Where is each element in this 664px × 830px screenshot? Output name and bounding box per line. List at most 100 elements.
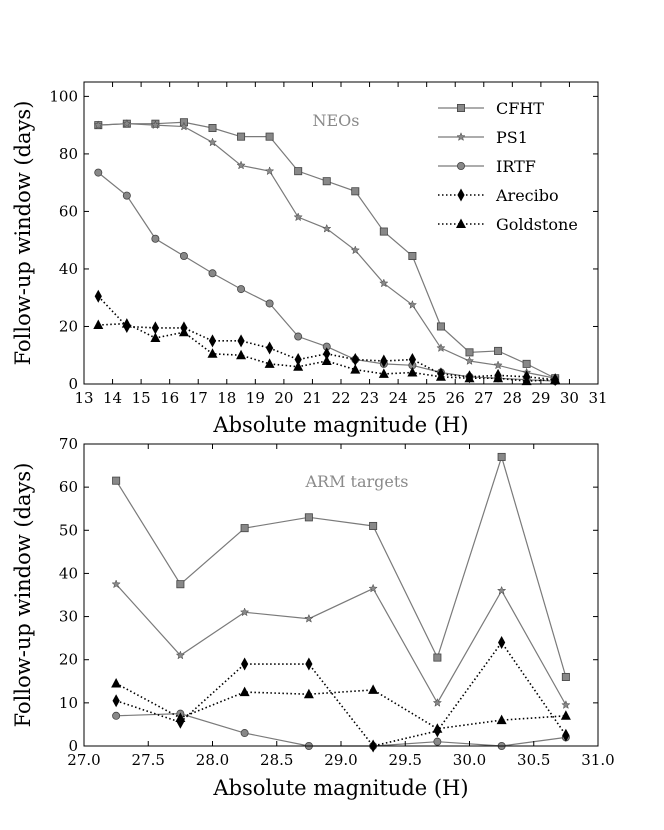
legend-goldstone-label: Goldstone (496, 215, 578, 234)
arm-ps1-point (432, 697, 443, 707)
arm-ps1-point (561, 700, 571, 709)
neos-goldstone-point (407, 366, 418, 377)
neos-goldstone-line (98, 322, 556, 382)
legend-irtf-marker (456, 161, 465, 170)
arm-cfht-point (433, 653, 442, 662)
arm-goldstone-point (303, 688, 314, 699)
arm-series-group (111, 452, 571, 753)
neos-x-tick-label: 17 (189, 389, 208, 407)
neos-goldstone-point (121, 318, 132, 328)
neos-goldstone-point (464, 372, 475, 383)
neos-x-tick-label: 13 (74, 389, 93, 407)
legend-arecibo-marker (457, 188, 465, 202)
neos-ps1-point (93, 120, 103, 130)
neos-y-axis-label: Follow-up window (days) (11, 101, 35, 366)
neos-goldstone-point (493, 372, 504, 383)
neos-x-tick-label: 30 (560, 389, 579, 407)
neos-cfht-line (98, 121, 556, 379)
neos-irtf-point (122, 191, 131, 200)
arm-y-tick-label: 40 (59, 564, 78, 582)
arm-cfht-point (112, 476, 121, 485)
arm-y-tick-label: 70 (59, 435, 78, 453)
neos-goldstone-point (350, 364, 361, 374)
neos-arecibo-point (151, 321, 159, 335)
arm-cfht-point (304, 513, 313, 522)
arm-arecibo-point (305, 657, 313, 671)
arm-cfht-point (240, 524, 249, 533)
neos-ps1-point (350, 245, 360, 255)
neos-goldstone-point (521, 375, 532, 386)
neos-goldstone-point (236, 349, 247, 360)
arm-cfht-point (497, 452, 506, 461)
neos-panel: NEOs 13 14 15 16 17 18 19 20 21 22 23 24 25 26 27 28 29 3… (11, 81, 608, 437)
arm-x-axis-label: Absolute magnitude (H) (212, 776, 468, 800)
neos-legend: CFHT PS1 IRTF Arecibo Goldstone (438, 99, 578, 234)
neos-x-tick-label: 15 (132, 389, 151, 407)
neos-y-tick-label: 100 (49, 87, 78, 105)
neos-cfht-point (465, 348, 474, 357)
arm-ps1-point (175, 650, 186, 660)
legend-ps1-marker (456, 132, 466, 141)
neos-goldstone-point (178, 326, 189, 337)
arm-ps1-point (304, 613, 314, 623)
arm-ps1-point (496, 585, 507, 595)
neos-x-tick-label: 18 (217, 389, 236, 407)
neos-arecibo-point (94, 289, 102, 303)
legend-cfht-label: CFHT (496, 99, 544, 118)
arm-ticks-group: 27.0 27.5 28.0 28.5 29.0 29.5 30.0 30.5 31.0 0 10 2… (59, 435, 615, 769)
neos-goldstone-point (293, 361, 304, 371)
neos-irtf-point (179, 252, 188, 261)
arm-cfht-line (115, 454, 567, 678)
neos-goldstone-point (321, 355, 332, 365)
neos-ps1-point (236, 160, 246, 170)
neos-cfht-point (322, 177, 331, 186)
arm-goldstone-line (115, 682, 566, 730)
arm-panel: ARM targets 27.0 27.5 28.0 28.5 29.0 29.5 30.0… (11, 435, 615, 800)
neos-x-tick-label: 21 (303, 389, 322, 407)
arm-y-tick-label: 50 (59, 521, 78, 539)
neos-x-tick-label: 26 (446, 389, 465, 407)
arm-arecibo-point (241, 657, 249, 671)
neos-ps1-point (122, 118, 132, 128)
arm-goldstone-point (368, 684, 379, 694)
arm-x-tick-label: 30.5 (517, 751, 550, 769)
arm-x-tick-label: 28.5 (260, 751, 293, 769)
neos-goldstone-point (435, 371, 446, 381)
neos-x-tick-label: 24 (389, 389, 408, 407)
neos-goldstone-point (550, 374, 561, 384)
neos-irtf-point (208, 269, 217, 278)
neos-x-tick-label: 22 (331, 389, 350, 407)
legend-arecibo-label: Arecibo (495, 186, 559, 205)
arm-x-tick-label: 29.0 (324, 751, 357, 769)
arm-cfht-point (561, 672, 570, 681)
neos-arecibo-point (237, 334, 245, 348)
neos-arecibo-point (294, 353, 302, 367)
neos-cfht-point (294, 167, 303, 176)
neos-ps1-point (264, 166, 275, 176)
neos-cfht-point (265, 132, 274, 141)
neos-irtf-point (94, 168, 103, 177)
arm-cfht-point (369, 521, 378, 530)
neos-x-axis-label: Absolute magnitude (H) (212, 413, 468, 437)
arm-y-tick-label: 20 (59, 651, 78, 669)
neos-irtf-point (265, 299, 274, 308)
arm-annotation: ARM targets (304, 472, 408, 491)
arm-arecibo-point (112, 694, 120, 708)
arm-arecibo-line (115, 641, 567, 747)
neos-arecibo-point (323, 347, 331, 361)
neos-ps1-point (379, 278, 389, 288)
arm-x-tick-label: 27.5 (132, 751, 165, 769)
neos-arecibo-point (266, 341, 274, 355)
neos-irtf-point (151, 234, 160, 243)
neos-cfht-point (351, 187, 360, 196)
neos-goldstone-point (207, 348, 218, 358)
neos-x-tick-label: 20 (274, 389, 293, 407)
neos-cfht-point (522, 359, 531, 368)
neos-x-tick-label: 28 (503, 389, 522, 407)
arm-y-tick-label: 0 (68, 737, 78, 755)
legend-ps1-label: PS1 (496, 128, 528, 147)
neos-cfht-point (436, 322, 445, 331)
arm-goldstone-point (175, 712, 186, 722)
neos-arecibo-line (97, 295, 556, 381)
arm-ps1-point (368, 583, 378, 593)
